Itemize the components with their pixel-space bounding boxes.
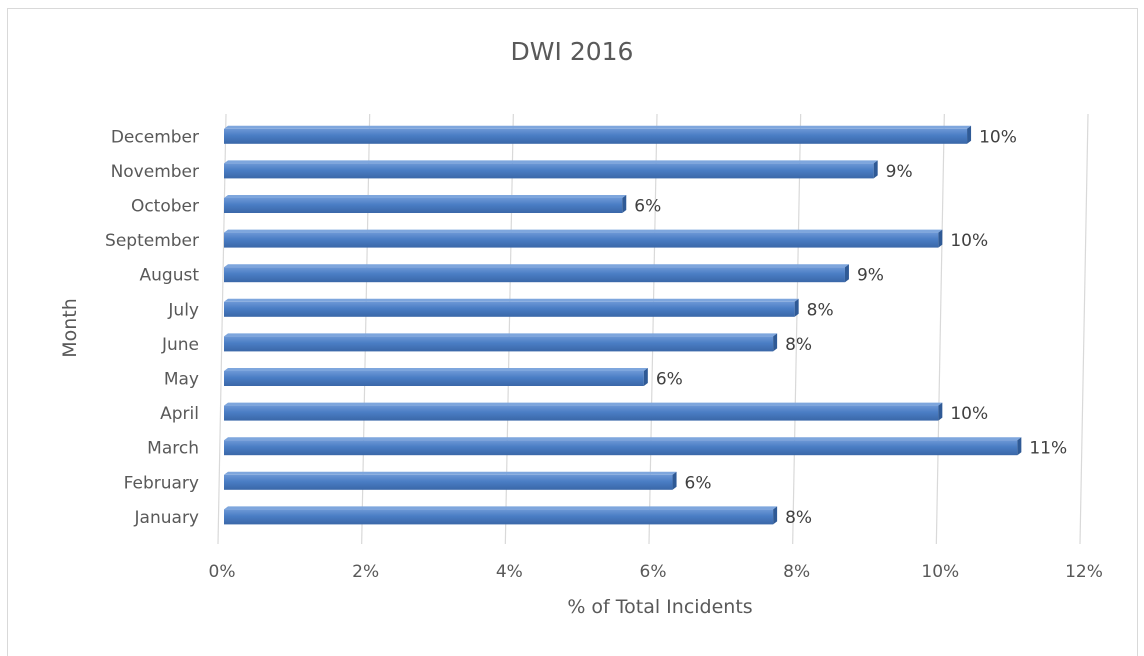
bar-march bbox=[224, 437, 1022, 456]
y-tick-label: March bbox=[147, 439, 199, 459]
data-labels: 8% 6% 11% 10% 6% 8% 8% 9% 10% 6% 9% 10% bbox=[634, 127, 1067, 528]
bar-side-face bbox=[1017, 437, 1022, 456]
bar-top-face bbox=[224, 125, 972, 129]
data-label: 8% bbox=[785, 508, 812, 528]
bar-front-face bbox=[224, 198, 623, 213]
x-tick-label: 12% bbox=[1065, 562, 1103, 582]
bar-may bbox=[224, 368, 648, 386]
y-tick-label: February bbox=[124, 473, 199, 493]
bar-august bbox=[224, 264, 849, 283]
bar-november bbox=[224, 160, 878, 179]
bar-april bbox=[224, 402, 943, 421]
bar-top-face bbox=[224, 437, 1022, 441]
bar-front-face bbox=[224, 405, 939, 421]
y-tick-label: September bbox=[105, 231, 199, 251]
y-tick-label: July bbox=[167, 300, 199, 320]
chart-area bbox=[7, 8, 1138, 656]
bar-side-face bbox=[622, 195, 627, 213]
x-tick-label: 8% bbox=[783, 562, 810, 582]
y-tick-label: October bbox=[131, 197, 199, 217]
data-label: 9% bbox=[886, 162, 913, 182]
data-label: 6% bbox=[634, 197, 661, 217]
data-label: 8% bbox=[807, 300, 834, 320]
bar-side-face bbox=[873, 160, 878, 179]
bar-side-face bbox=[672, 471, 677, 490]
bar-top-face bbox=[224, 402, 943, 406]
bar-december bbox=[224, 125, 972, 144]
bar-side-face bbox=[938, 402, 943, 421]
bar-january bbox=[224, 506, 778, 525]
y-tick-label: December bbox=[111, 127, 199, 147]
bar-top-face bbox=[224, 229, 943, 233]
bars bbox=[224, 125, 1022, 525]
bar-front-face bbox=[224, 336, 774, 352]
x-tick-label: 4% bbox=[496, 562, 523, 582]
bar-june bbox=[224, 333, 778, 352]
bar-front-face bbox=[224, 509, 774, 525]
bar-top-face bbox=[224, 160, 878, 164]
bar-top-face bbox=[224, 506, 778, 510]
bar-february bbox=[224, 471, 677, 490]
bar-top-face bbox=[224, 264, 849, 268]
bar-october bbox=[224, 195, 627, 213]
bar-top-face bbox=[224, 333, 778, 337]
gridline bbox=[1079, 113, 1089, 545]
bar-front-face bbox=[224, 128, 968, 144]
gridline bbox=[935, 113, 945, 545]
y-axis-title: Month bbox=[59, 298, 81, 358]
gridline bbox=[792, 113, 802, 545]
y-tick-labels: January February March April May June July Augu… bbox=[105, 127, 199, 528]
bar-front-face bbox=[224, 267, 845, 283]
bar-top-face bbox=[224, 195, 627, 198]
bar-front-face bbox=[224, 232, 939, 248]
x-tick-label: 10% bbox=[921, 562, 959, 582]
bar-front-face bbox=[224, 474, 673, 490]
bar-side-face bbox=[773, 506, 778, 525]
bar-top-face bbox=[224, 368, 648, 371]
bar-side-face bbox=[938, 229, 943, 248]
x-tick-labels: 0% 2% 4% 6% 8% 10% 12% bbox=[209, 562, 1103, 582]
bar-top-face bbox=[224, 298, 799, 302]
bar-front-face bbox=[224, 371, 644, 386]
bar-side-face bbox=[794, 298, 799, 317]
x-tick-label: 2% bbox=[352, 562, 379, 582]
bar-front-face bbox=[224, 440, 1018, 456]
x-tick-label: 6% bbox=[640, 562, 667, 582]
data-label: 8% bbox=[785, 335, 812, 355]
y-tick-label: May bbox=[164, 370, 199, 390]
bar-side-face bbox=[844, 264, 849, 283]
y-tick-label: April bbox=[160, 404, 199, 424]
x-tick-label: 0% bbox=[209, 562, 236, 582]
data-label: 10% bbox=[950, 404, 988, 424]
data-label: 9% bbox=[857, 266, 884, 286]
bar-front-face bbox=[224, 301, 795, 317]
data-label: 10% bbox=[950, 231, 988, 251]
bar-september bbox=[224, 229, 943, 248]
data-label: 6% bbox=[685, 473, 712, 493]
data-label: 10% bbox=[979, 127, 1017, 147]
y-tick-label: August bbox=[140, 266, 200, 286]
bar-side-face bbox=[773, 333, 778, 352]
data-label: 6% bbox=[656, 370, 683, 390]
y-tick-label: November bbox=[111, 162, 199, 182]
bar-side-face bbox=[643, 368, 648, 386]
bar-front-face bbox=[224, 163, 874, 179]
gridline bbox=[217, 113, 227, 545]
bar-top-face bbox=[224, 471, 677, 475]
bar-july bbox=[224, 298, 799, 317]
bar-side-face bbox=[967, 125, 972, 144]
chart-title: DWI 2016 bbox=[511, 37, 634, 66]
y-tick-label: June bbox=[161, 335, 199, 355]
x-axis-title: % of Total Incidents bbox=[567, 596, 752, 618]
y-tick-label: January bbox=[134, 508, 199, 528]
data-label: 11% bbox=[1029, 439, 1067, 459]
